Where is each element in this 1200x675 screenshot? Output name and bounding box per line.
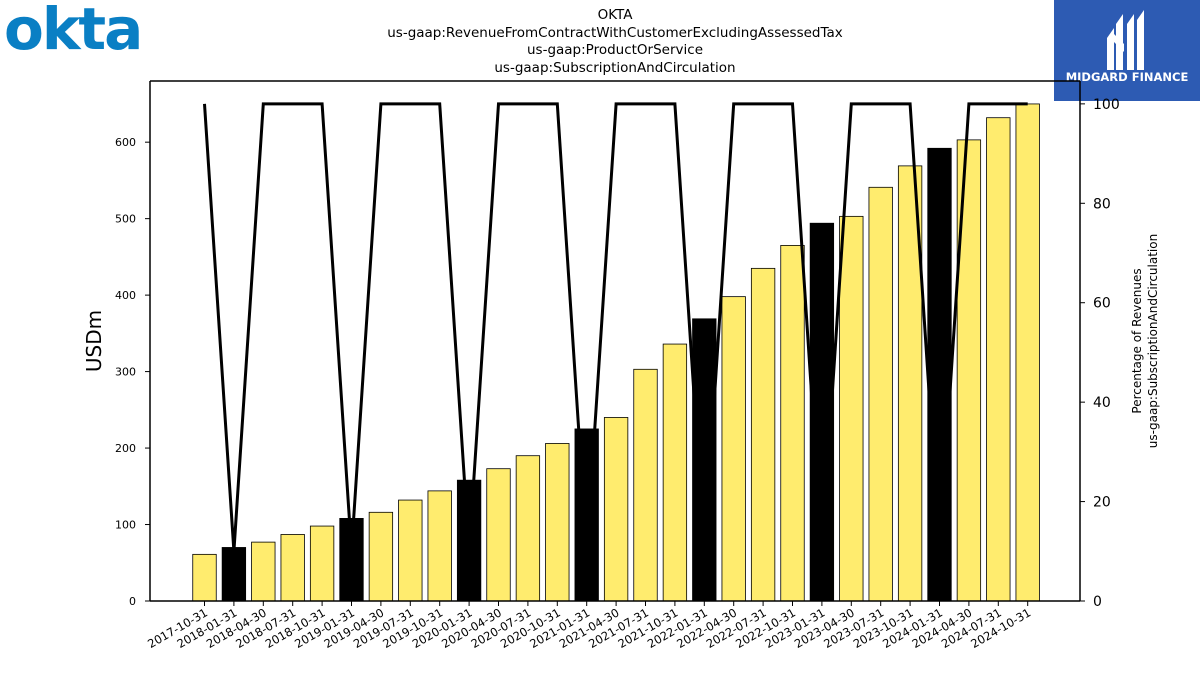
bar-2022-04-30 [721,296,746,602]
midgard-logo-text: MIDGARD FINANCE [1066,70,1189,84]
midgard-logo-graphic: MIDGARD FINANCE [1054,0,1200,101]
bar-2017-10-31 [192,553,217,602]
bar-2021-10-31 [662,343,688,602]
bar-2024-10-31 [1015,103,1040,602]
bar-2018-01-31 [221,547,247,602]
y2-tick-label-20: 20 [1093,495,1111,511]
bar-2020-07-31 [515,455,541,602]
bar-2022-10-31 [780,245,805,602]
bar-2019-07-31 [398,499,423,602]
y-tick-label-200: 200 [115,442,136,455]
bar-2023-07-31 [868,186,893,602]
okta-logo: okta [4,0,143,58]
bar-2018-10-31 [309,525,335,602]
y2-tick-label-60: 60 [1093,296,1111,312]
y2-tick-label-0: 0 [1093,594,1102,610]
y2-axis-label-line-2: us-gaap:SubscriptionAndCirculation [1146,234,1160,448]
bar-2020-10-31 [545,443,570,602]
y2-axis-label-line-1: Percentage of Revenues [1130,268,1144,413]
y-tick-label-400: 400 [115,289,136,302]
bar-2022-07-31 [750,267,776,602]
bar-2018-04-30 [251,541,276,602]
chart-title-line-2: us-gaap:RevenueFromContractWithCustomerE… [387,24,843,41]
bar-2018-07-31 [280,534,305,602]
y-tick-label-100: 100 [115,519,136,532]
bar-2020-04-30 [486,468,511,602]
bar-2021-04-30 [603,417,629,602]
okta-logo-text: okta [4,0,143,63]
bar-2021-07-31 [633,368,658,602]
bar-2021-01-31 [574,428,599,602]
midgard-finance-logo: MIDGARD FINANCE [1054,0,1200,101]
bar-2023-04-30 [839,215,864,602]
percentage-series-line [203,102,1028,552]
bars-layer [192,103,1040,602]
bar-2019-10-31 [427,490,452,602]
bar-2024-07-31 [986,117,1011,602]
y-tick-label-300: 300 [115,366,136,379]
y2-tick-label-80: 80 [1093,196,1111,212]
chart-title: OKTA us-gaap:RevenueFromContractWithCust… [0,7,1200,77]
y-tick-label-500: 500 [115,213,136,226]
y-tick-label-0: 0 [129,595,136,608]
bar-2022-01-31 [692,318,717,602]
y-axis-label: USDm [82,310,106,372]
chart-title-line-1: OKTA [597,7,633,23]
chart-title-line-4: us-gaap:SubscriptionAndCirculation [494,59,736,76]
bar-2019-04-30 [368,511,394,602]
percentage-line-layer [203,102,1028,552]
y-tick-label-600: 600 [115,136,136,149]
y2-tick-label-100: 100 [1093,97,1120,113]
midgard-m-icon [1107,10,1144,70]
chart-title-line-3: us-gaap:ProductOrService [526,42,704,58]
y2-tick-label-40: 40 [1093,395,1111,411]
